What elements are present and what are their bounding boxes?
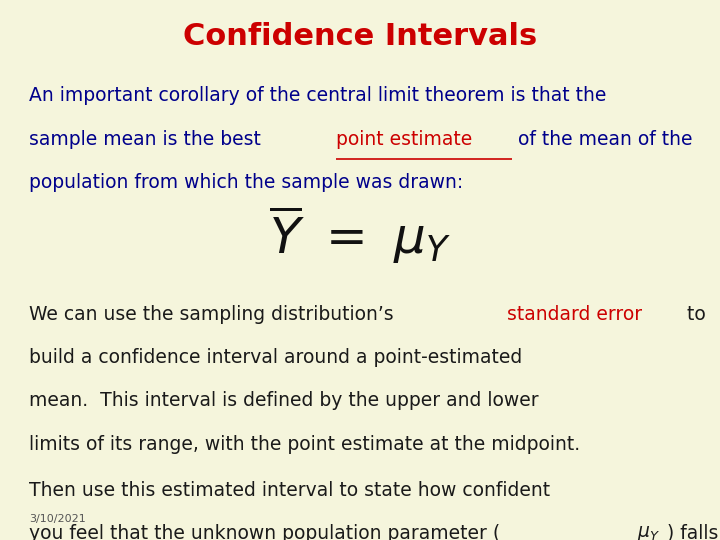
Text: limits of its range, with the point estimate at the midpoint.: limits of its range, with the point esti… [29,435,580,454]
Text: $\mu_Y$: $\mu_Y$ [637,524,660,540]
Text: point estimate: point estimate [336,130,472,148]
Text: of the mean of the: of the mean of the [511,130,692,148]
Text: population from which the sample was drawn:: population from which the sample was dra… [29,173,463,192]
Text: Confidence Intervals: Confidence Intervals [183,22,537,51]
Text: standard error: standard error [507,305,642,324]
Text: 3/10/2021: 3/10/2021 [29,514,86,524]
Text: build a confidence interval around a point-estimated: build a confidence interval around a poi… [29,348,522,367]
Text: you feel that the unknown population parameter (: you feel that the unknown population par… [29,524,500,540]
Text: We can use the sampling distribution’s: We can use the sampling distribution’s [29,305,400,324]
Text: $\overline{Y}\ =\ \mu_Y$: $\overline{Y}\ =\ \mu_Y$ [269,204,451,266]
Text: ) falls: ) falls [667,524,718,540]
Text: mean.  This interval is defined by the upper and lower: mean. This interval is defined by the up… [29,392,539,410]
Text: Then use this estimated interval to state how confident: Then use this estimated interval to stat… [29,481,550,500]
Text: sample mean is the best: sample mean is the best [29,130,266,148]
Text: An important corollary of the central limit theorem is that the: An important corollary of the central li… [29,86,606,105]
Text: to: to [681,305,706,324]
